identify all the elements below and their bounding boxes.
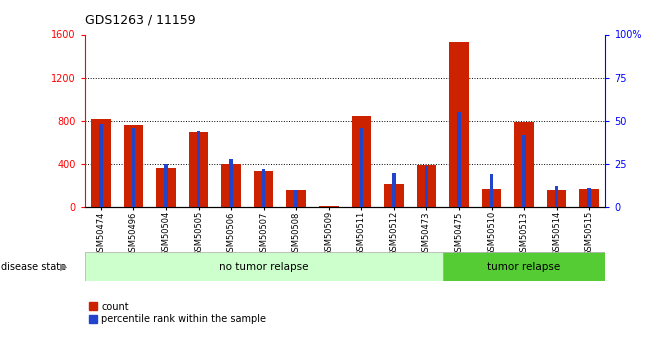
Bar <box>514 122 534 207</box>
Bar <box>587 188 591 207</box>
Bar <box>254 171 273 207</box>
Bar <box>482 189 501 207</box>
Bar <box>522 135 526 207</box>
Bar <box>197 131 201 207</box>
Bar <box>359 128 363 207</box>
Bar <box>85 252 443 281</box>
Bar <box>286 190 306 207</box>
Bar <box>392 172 396 207</box>
Bar <box>417 165 436 207</box>
Bar <box>547 190 566 207</box>
Bar <box>384 184 404 207</box>
Legend: count, percentile rank within the sample: count, percentile rank within the sample <box>89 302 266 325</box>
Bar <box>132 128 135 207</box>
Bar <box>579 189 599 207</box>
Text: tumor relapse: tumor relapse <box>488 262 561 272</box>
Bar <box>490 174 493 207</box>
Bar <box>449 42 469 207</box>
Bar <box>443 252 605 281</box>
Bar <box>424 166 428 207</box>
Text: no tumor relapse: no tumor relapse <box>219 262 309 272</box>
Text: GDS1263 / 11159: GDS1263 / 11159 <box>85 14 195 27</box>
Bar <box>164 164 168 207</box>
Bar <box>91 119 111 207</box>
Bar <box>294 190 298 207</box>
Bar <box>124 125 143 207</box>
Bar <box>229 159 233 207</box>
Bar <box>319 206 339 207</box>
Bar <box>156 168 176 207</box>
Bar <box>352 117 371 207</box>
Text: disease state: disease state <box>1 262 66 272</box>
Bar <box>189 131 208 207</box>
Bar <box>457 112 461 207</box>
Text: ▶: ▶ <box>60 262 68 272</box>
Bar <box>262 169 266 207</box>
Bar <box>555 186 559 207</box>
Bar <box>221 164 241 207</box>
Bar <box>99 124 103 207</box>
